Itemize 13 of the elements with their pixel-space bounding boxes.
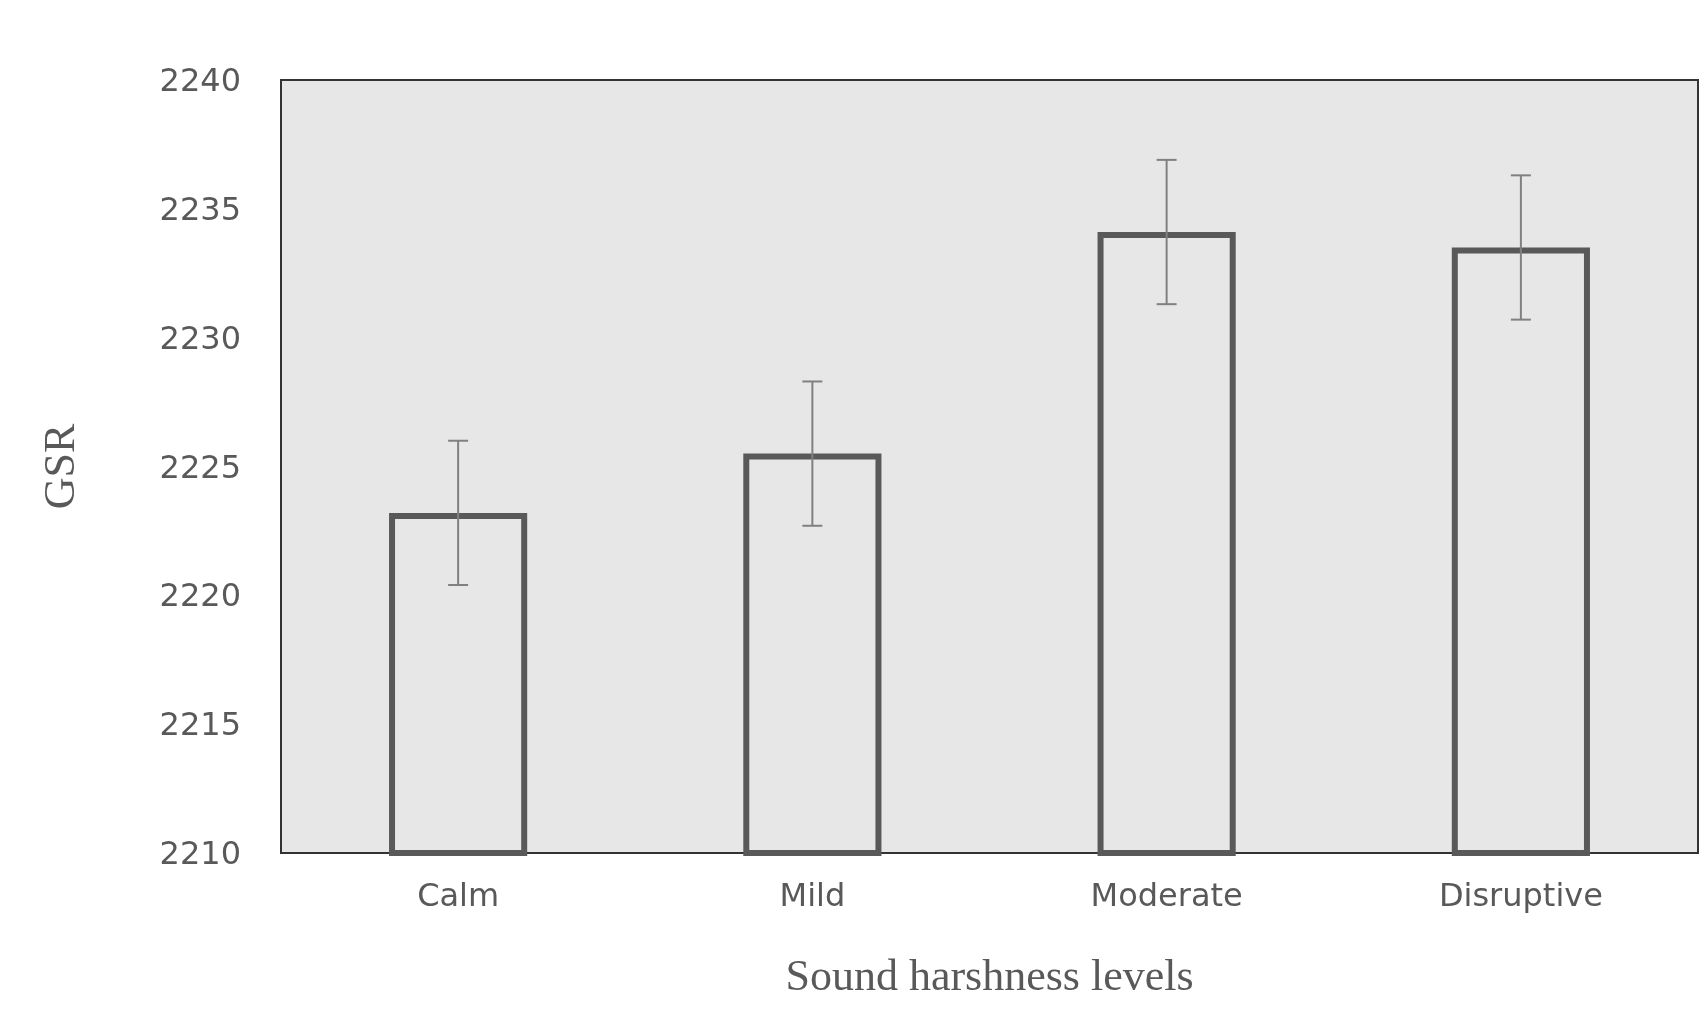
- y-tick-label: 2240: [159, 61, 241, 99]
- y-axis-title: GSR: [34, 423, 84, 510]
- y-tick-label: 2235: [159, 189, 241, 228]
- y-tick-label: 2210: [159, 834, 241, 872]
- x-tick-label: Disruptive: [1438, 876, 1603, 914]
- y-tick-label: 2215: [159, 705, 241, 744]
- y-tick-label: 2225: [159, 447, 241, 486]
- y-tick-label: 2230: [159, 318, 241, 357]
- x-tick-label: Calm: [417, 876, 500, 914]
- y-tick-label: 2220: [159, 576, 241, 615]
- x-axis-title: Sound harshness levels: [785, 950, 1194, 1000]
- x-tick-label: Moderate: [1090, 876, 1243, 914]
- x-tick-label: Mild: [779, 876, 846, 914]
